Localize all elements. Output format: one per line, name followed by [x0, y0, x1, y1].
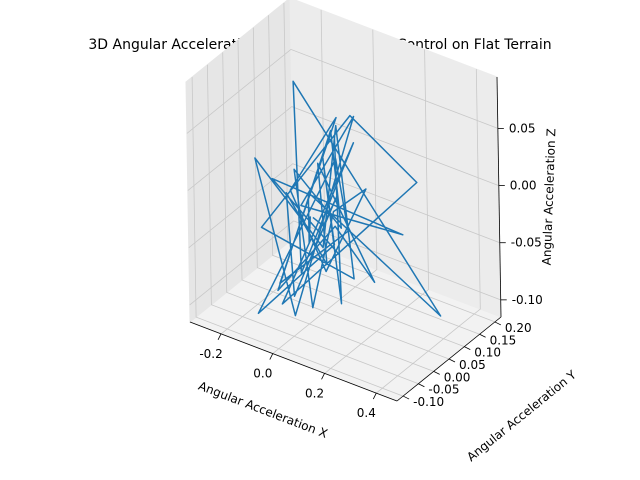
y-tick-label: 0.05	[459, 358, 486, 372]
axis-ticks: -0.20.00.20.4-0.10-0.050.000.050.100.150…	[199, 121, 542, 420]
y-tick-label: -0.05	[428, 383, 459, 397]
y-tick	[433, 370, 440, 375]
y-tick-label: 0.20	[505, 321, 532, 335]
y-tick-label: 0.00	[444, 370, 471, 384]
x-tick-label: -0.2	[199, 347, 222, 361]
y-gridline	[222, 52, 434, 372]
z-gridline	[188, 163, 500, 249]
y-axis-label: Angular Acceleration Y	[464, 367, 579, 464]
z-tick-label: -0.10	[512, 293, 543, 307]
z-gridline	[186, 48, 499, 134]
z-axis-line	[496, 76, 502, 318]
axes-grid	[186, 2, 501, 397]
x-tick	[217, 333, 222, 341]
y-gridline	[268, 15, 480, 335]
x-tick	[269, 353, 274, 360]
x-tick-label: 0.4	[357, 406, 376, 420]
y-tick	[464, 346, 471, 351]
series-line	[254, 80, 442, 317]
x-tick-label: 0.0	[253, 367, 272, 381]
x-axis-line	[189, 321, 398, 402]
y-tick-label: 0.10	[474, 346, 501, 360]
z-axis-label: Angular Acceleration Z	[540, 128, 559, 265]
y-gridline	[207, 64, 419, 385]
y-gridline	[237, 39, 450, 360]
y-tick	[418, 383, 425, 388]
z-tick-label: 0.00	[510, 179, 537, 193]
y-tick	[479, 333, 486, 338]
x-tick	[321, 373, 325, 380]
x-gridline	[376, 69, 481, 394]
x-gridline	[324, 49, 430, 374]
y-gridline	[191, 77, 404, 397]
y-tick	[494, 321, 502, 326]
y-gridline	[252, 27, 465, 347]
x-tick-label: 0.2	[305, 386, 324, 400]
z-gridline	[189, 220, 501, 306]
x-tick	[372, 392, 377, 400]
y-gridline	[283, 2, 496, 323]
z-tick-label: 0.05	[509, 121, 536, 135]
y-tick-label: 0.15	[490, 333, 517, 347]
y-tick	[402, 395, 410, 400]
z-gridline	[187, 106, 499, 191]
data-series	[254, 80, 442, 317]
x-gridline	[272, 29, 378, 354]
y-tick-label: -0.10	[413, 395, 444, 409]
z-tick-label: -0.05	[511, 236, 542, 250]
y-tick	[448, 358, 456, 363]
